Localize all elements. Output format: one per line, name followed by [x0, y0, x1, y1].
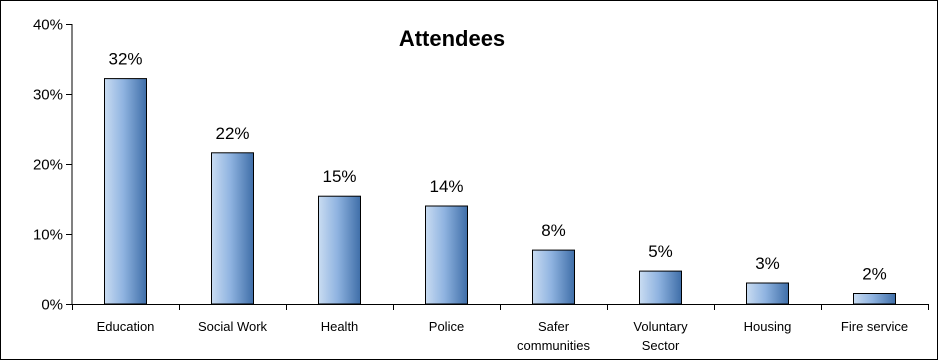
data-label: 3% [755, 254, 780, 273]
bar-housing [746, 282, 789, 305]
x-tick-label: Voluntary Sector [633, 319, 688, 353]
bar-voluntary-sector [639, 270, 682, 305]
y-tick-label: 10% [33, 227, 63, 244]
x-tick-label: Police [429, 319, 464, 334]
bar-education [104, 78, 147, 305]
y-tick-label: 20% [33, 157, 63, 174]
bar-social-work [211, 152, 254, 305]
bar-fire-service [853, 293, 896, 305]
bars [104, 78, 896, 305]
data-label: 22% [215, 124, 249, 143]
x-tick-label: Health [321, 319, 359, 334]
bar-safer-communities [532, 249, 575, 305]
x-tick-label: Fire service [841, 319, 908, 334]
data-label: 15% [322, 167, 356, 186]
data-label: 2% [862, 265, 887, 284]
data-label: 14% [429, 177, 463, 196]
data-label: 8% [541, 221, 566, 240]
bar-health [318, 195, 361, 305]
x-axis: Education Social Work Health Police Safer com… [72, 304, 929, 353]
y-axis: 0% 10% 20% 30% 40% [33, 17, 73, 314]
data-labels: 32% 22% 15% 14% 8% 5% 3% 2% [108, 50, 886, 284]
chart-title: Attendees [399, 26, 505, 51]
x-tick-label: Social Work [198, 319, 268, 334]
y-tick-label: 30% [33, 87, 63, 104]
data-label: 32% [108, 50, 142, 69]
y-tick-label: 0% [41, 297, 63, 314]
y-tick-label: 40% [33, 17, 63, 34]
x-tick-label: Safer communities [517, 319, 590, 353]
x-tick-label: Housing [744, 319, 792, 334]
data-label: 5% [648, 242, 673, 261]
x-tick-label: Education [97, 319, 155, 334]
bar-police [425, 205, 468, 305]
